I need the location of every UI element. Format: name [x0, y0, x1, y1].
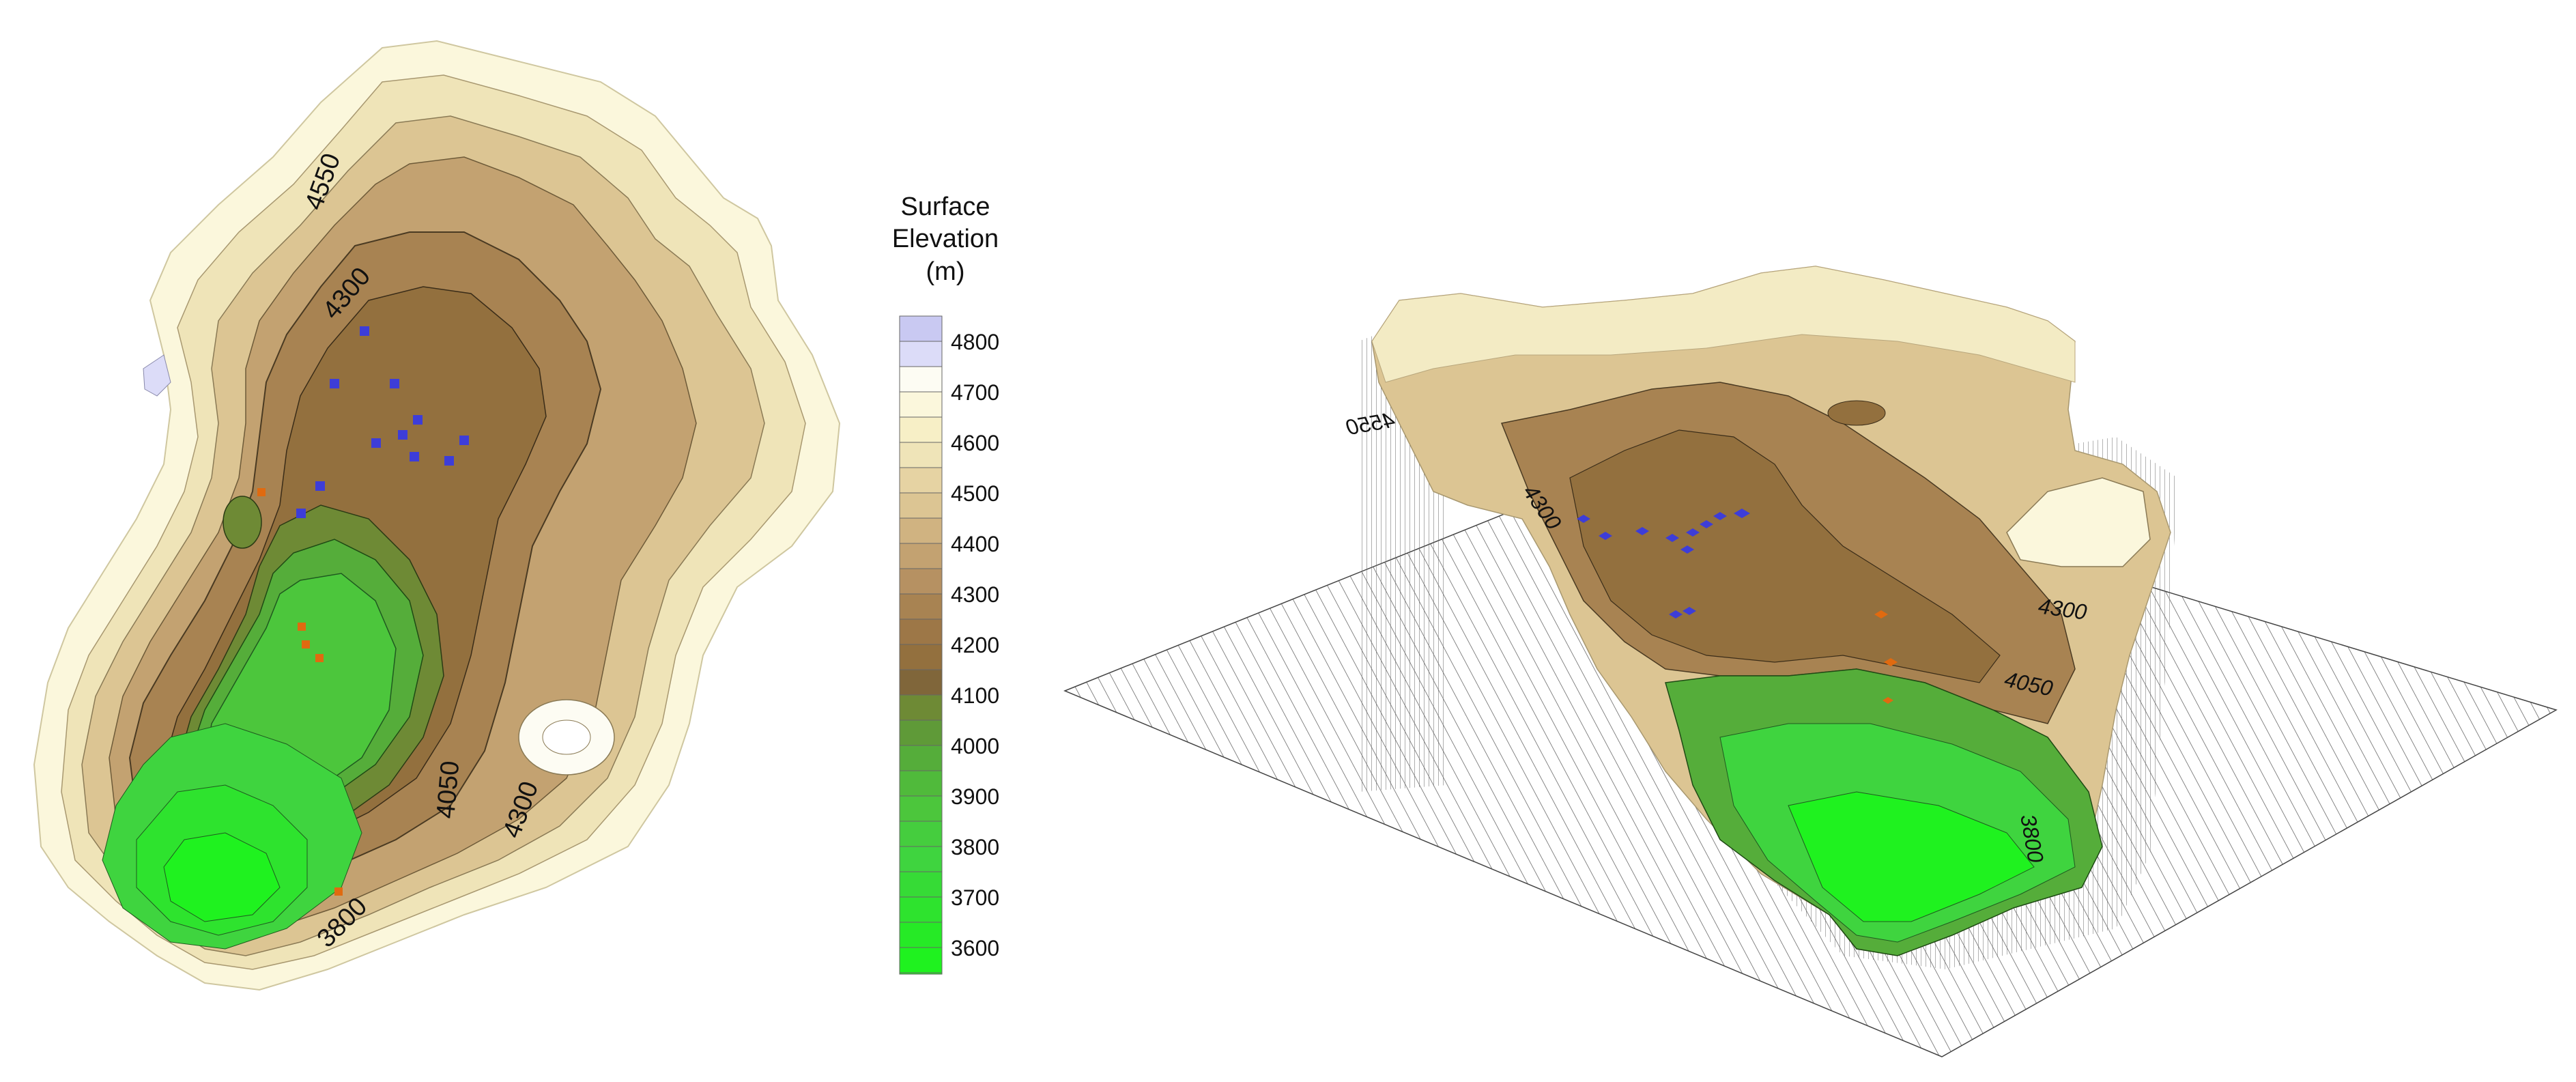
legend-swatch	[899, 391, 943, 418]
well-marker	[1884, 658, 1898, 666]
well-marker	[1683, 607, 1696, 615]
well-marker	[1686, 528, 1700, 537]
legend-swatch	[899, 795, 943, 822]
legend-swatch	[899, 846, 943, 872]
surface-band-3600	[1788, 791, 2035, 922]
surface-blue-well-markers	[1577, 509, 1750, 618]
legend-tick-4300: 4300	[951, 582, 999, 607]
peak-center	[542, 720, 591, 755]
well-marker	[298, 623, 306, 631]
well-marker	[1665, 534, 1679, 542]
orange-well-markers	[257, 488, 343, 896]
legend-swatch	[899, 618, 943, 645]
legend-tick-3800: 3800	[951, 835, 999, 859]
well-marker	[315, 654, 324, 662]
surface-band-4200	[1569, 429, 2001, 683]
well-marker	[1635, 527, 1649, 535]
legend-swatch	[899, 821, 943, 847]
legend-swatch	[899, 543, 943, 569]
plan-view-elevation-map: 4550 4300 4050 4300 3800	[33, 40, 841, 991]
well-marker	[459, 436, 469, 445]
well-marker	[330, 379, 339, 388]
well-marker	[1713, 512, 1727, 520]
legend-tick-4600: 4600	[951, 431, 999, 455]
well-marker	[398, 430, 407, 440]
legend-tick-4400: 4400	[951, 532, 999, 556]
legend-tick-4500: 4500	[951, 481, 999, 506]
legend-tick-3900: 3900	[951, 784, 999, 809]
legend-swatch	[899, 972, 943, 975]
well-marker	[444, 456, 454, 466]
legend-tick-3700: 3700	[951, 885, 999, 910]
well-marker	[1700, 520, 1713, 528]
well-marker	[1669, 610, 1683, 618]
legend-tick-4200: 4200	[951, 633, 999, 657]
well-marker	[1883, 697, 1893, 704]
elevation-legend: Surface Elevation (m)	[892, 193, 999, 975]
well-marker	[1734, 509, 1750, 518]
surface-orange-well-markers	[1874, 610, 1898, 704]
well-marker	[1599, 532, 1612, 540]
perspective-surface-view: 4550 4300 4300 4050 3800	[1063, 266, 2558, 1057]
well-marker	[296, 509, 306, 518]
legend-swatch	[899, 315, 943, 342]
legend-swatch	[899, 745, 943, 771]
legend-swatch	[899, 770, 943, 797]
surface-ridge-light	[1371, 266, 2076, 383]
well-marker	[315, 481, 325, 491]
legend-tick-4700: 4700	[951, 380, 999, 405]
legend-swatch	[899, 669, 943, 696]
well-marker	[1680, 545, 1694, 554]
surface-peak	[2006, 477, 2151, 567]
well-marker	[413, 415, 423, 425]
legend-color-ramp	[899, 315, 943, 975]
legend-swatch	[899, 720, 943, 746]
legend-title-line2: Elevation	[892, 225, 999, 253]
legend-swatch	[899, 593, 943, 620]
well-marker	[410, 452, 419, 461]
legend-swatch	[899, 644, 943, 670]
legend-swatch	[899, 416, 943, 443]
legend-swatch	[899, 694, 943, 721]
legend-tick-3600: 3600	[951, 936, 999, 960]
depression-patch	[223, 496, 262, 549]
high-patch	[143, 354, 171, 397]
well-marker	[1874, 610, 1888, 618]
legend-swatch	[899, 442, 943, 468]
well-marker	[257, 488, 266, 496]
legend-tick-4000: 4000	[951, 734, 999, 758]
legend-swatch	[899, 896, 943, 923]
legend-title-line3: (m)	[926, 257, 965, 286]
surface-depression	[1827, 400, 1886, 426]
legend-tick-4100: 4100	[951, 683, 999, 708]
legend-swatch	[899, 517, 943, 544]
well-marker	[360, 326, 369, 336]
blue-well-markers	[296, 326, 469, 518]
legend-title-line1: Surface	[901, 193, 990, 221]
legend-swatch	[899, 947, 943, 973]
elevation-band-3600	[163, 832, 281, 922]
legend-swatch	[899, 568, 943, 595]
legend-swatch	[899, 871, 943, 898]
legend-swatch	[899, 366, 943, 393]
well-marker	[302, 640, 310, 649]
well-marker	[1577, 515, 1590, 523]
legend-swatch	[899, 467, 943, 494]
legend-swatch	[899, 492, 943, 519]
well-marker	[334, 887, 343, 896]
legend-swatch	[899, 341, 943, 367]
contour-label-4050: 4050	[431, 760, 465, 820]
well-marker	[371, 438, 381, 448]
legend-swatch	[899, 922, 943, 948]
well-marker	[390, 379, 399, 388]
legend-tick-4800: 4800	[951, 330, 999, 354]
